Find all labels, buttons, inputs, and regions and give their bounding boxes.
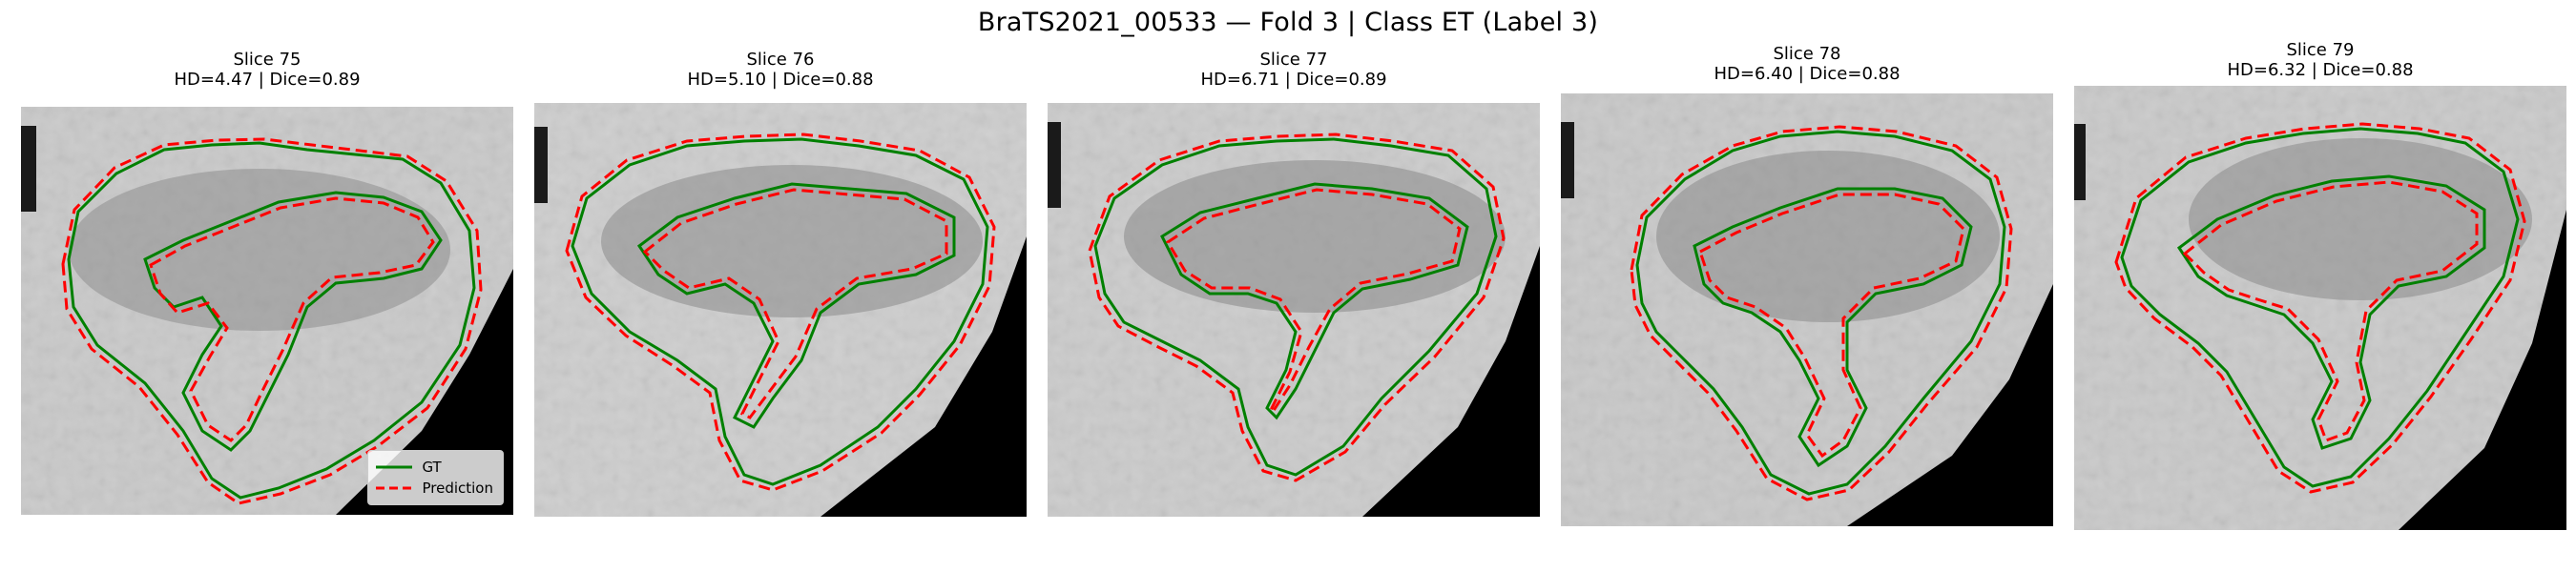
metrics-label: HD=6.32 | Dice=0.88 — [2227, 60, 2414, 80]
gt-line-swatch — [376, 461, 413, 473]
slice-label: Slice 78 — [1773, 44, 1841, 64]
metrics-label: HD=6.71 | Dice=0.89 — [1200, 70, 1387, 90]
slice-label: Slice 75 — [233, 50, 301, 70]
legend: GT Prediction — [367, 450, 504, 505]
mri-slice-image — [2074, 86, 2566, 530]
slice-panel-78: Slice 78 HD=6.40 | Dice=0.88 — [1561, 44, 2053, 526]
panel-title: Slice 79 HD=6.32 | Dice=0.88 — [2074, 40, 2566, 80]
legend-gt-entry: GT — [376, 457, 493, 478]
metrics-label: HD=5.10 | Dice=0.88 — [687, 70, 874, 90]
panel-title: Slice 76 HD=5.10 | Dice=0.88 — [534, 50, 1027, 90]
slice-label: Slice 77 — [1259, 50, 1328, 70]
figure-title: BraTS2021_00533 — Fold 3 | Class ET (Lab… — [977, 8, 1599, 37]
legend-prediction-entry: Prediction — [376, 478, 493, 499]
panel-title: Slice 75 HD=4.47 | Dice=0.89 — [21, 50, 513, 90]
mri-slice-image — [1048, 103, 1540, 517]
mri-slice-image: GT Prediction — [21, 107, 513, 515]
slice-label: Slice 76 — [746, 50, 815, 70]
slice-panel-76: Slice 76 HD=5.10 | Dice=0.88 — [534, 50, 1027, 517]
mri-slice-image — [534, 103, 1027, 517]
metrics-label: HD=4.47 | Dice=0.89 — [174, 70, 361, 90]
legend-prediction-label: Prediction — [422, 480, 493, 497]
panel-title: Slice 77 HD=6.71 | Dice=0.89 — [1048, 50, 1540, 90]
prediction-line-swatch — [376, 482, 413, 494]
mri-slice-image — [1561, 93, 2053, 526]
slice-panel-79: Slice 79 HD=6.32 | Dice=0.88 — [2074, 40, 2566, 530]
metrics-label: HD=6.40 | Dice=0.88 — [1714, 64, 1901, 84]
panel-title: Slice 78 HD=6.40 | Dice=0.88 — [1561, 44, 2053, 84]
slice-label: Slice 79 — [2286, 40, 2355, 60]
slice-panel-75: Slice 75 HD=4.47 | Dice=0.89 GT Predicti… — [21, 50, 513, 517]
legend-gt-label: GT — [422, 459, 442, 476]
slice-panel-77: Slice 77 HD=6.71 | Dice=0.89 — [1048, 50, 1540, 517]
